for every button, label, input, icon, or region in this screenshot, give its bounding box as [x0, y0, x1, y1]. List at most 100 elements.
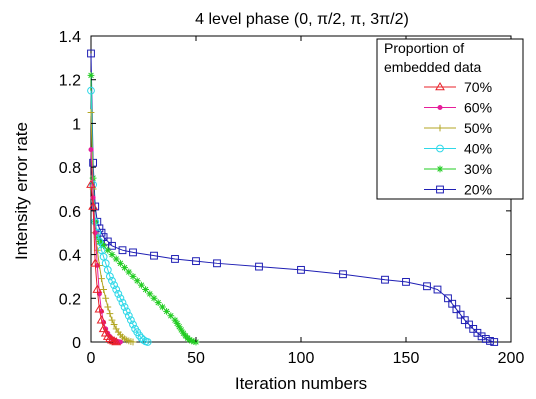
legend-item: 30%: [424, 161, 492, 177]
data-point: [186, 336, 194, 344]
data-point: [112, 255, 120, 263]
legend: Proportion of embedded data 70% 60% 50% 40%…: [376, 38, 524, 200]
legend-item: 50%: [424, 120, 492, 136]
x-tick-label: 150: [393, 350, 420, 367]
chart-title: 4 level phase (0, π/2, π, 3π/2): [195, 11, 409, 28]
data-point: [120, 303, 129, 311]
data-point: [159, 303, 166, 311]
data-point: [129, 338, 137, 346]
data-point: [100, 242, 107, 250]
data-point: [86, 179, 96, 188]
data-point: [98, 323, 109, 333]
data-point: [154, 299, 162, 307]
data-point: [173, 320, 181, 327]
x-tick-label: 200: [498, 350, 525, 367]
data-point: [135, 331, 144, 340]
data-point: [175, 323, 183, 331]
data-point: [465, 320, 473, 329]
legend-item: 40%: [424, 141, 492, 157]
data-point: [103, 237, 112, 246]
data-point: [456, 310, 465, 319]
data-point: [444, 294, 452, 303]
data-point: [87, 86, 95, 95]
data-point: [143, 338, 152, 346]
y-tick-label: 1: [72, 116, 81, 133]
data-point: [104, 303, 112, 311]
data-point: [469, 324, 478, 333]
legend-item: 70%: [424, 79, 492, 95]
series-20-percent: [87, 49, 499, 346]
series-layer: [86, 49, 499, 346]
data-point: [90, 258, 101, 267]
series-line: [90, 53, 495, 343]
data-point: [100, 286, 107, 293]
y-tick-label: 0.8: [59, 160, 81, 177]
data-point: [192, 257, 200, 266]
data-point: [102, 331, 113, 340]
series-70-percent: [86, 179, 122, 346]
data-point: [104, 246, 112, 254]
data-point: [106, 310, 114, 317]
data-point: [381, 275, 389, 284]
series-40-percent: [87, 86, 152, 346]
data-point: [129, 273, 137, 280]
data-point: [142, 286, 149, 293]
legend-label: 50%: [464, 120, 492, 136]
data-point: [150, 251, 158, 260]
data-point: [94, 304, 105, 313]
y-axis-label: Intensity error rate: [12, 122, 31, 260]
data-point: [116, 294, 125, 303]
legend-items: 70% 60% 50% 40% 30% 20%: [424, 79, 492, 198]
legend-title-line-1: Proportion of: [384, 40, 464, 56]
legend-swatch-marker: [437, 105, 443, 110]
legend-swatch-marker: [436, 185, 444, 194]
plot-area: [86, 35, 512, 346]
data-point: [110, 321, 118, 328]
legend-label: 70%: [464, 79, 492, 95]
data-point: [124, 311, 133, 320]
data-point: [93, 233, 101, 241]
data-point: [121, 264, 128, 272]
data-point: [402, 277, 410, 286]
data-point: [87, 109, 95, 116]
legend-label: 20%: [464, 182, 492, 198]
data-point: [88, 201, 98, 210]
legend-swatch-marker: [436, 144, 444, 153]
data-point: [146, 290, 154, 298]
y-tick-label: 1.4: [59, 29, 81, 46]
data-point: [98, 275, 105, 283]
legend-item: 20%: [424, 182, 492, 198]
legend-label: 30%: [464, 161, 492, 177]
x-axis-label: Iteration numbers: [235, 374, 367, 393]
data-point: [114, 290, 123, 298]
data-point: [108, 251, 116, 258]
data-point: [118, 298, 127, 307]
data-point: [188, 337, 196, 345]
legend-swatch-marker: [436, 165, 444, 173]
data-point: [171, 316, 179, 324]
data-point: [163, 308, 170, 315]
data-point: [433, 285, 442, 294]
data-point: [452, 305, 461, 314]
data-point: [477, 332, 486, 341]
legend-box: [376, 38, 524, 200]
data-point: [108, 276, 116, 285]
data-point: [255, 262, 263, 271]
data-point: [177, 326, 185, 334]
data-point: [448, 299, 457, 308]
legend-swatch-marker: [435, 82, 445, 91]
y-tick-label: 0: [72, 335, 81, 352]
data-point: [167, 312, 175, 320]
data-point: [108, 241, 116, 250]
data-point: [105, 333, 115, 343]
data-point: [481, 335, 490, 343]
data-point: [88, 147, 94, 153]
x-tick-label: 100: [288, 350, 315, 367]
x-axis: 0 50 100 150 200: [87, 36, 525, 367]
data-point: [96, 315, 107, 324]
data-point: [126, 316, 135, 325]
data-point: [108, 316, 116, 324]
data-point: [139, 336, 148, 344]
data-point: [112, 285, 121, 294]
